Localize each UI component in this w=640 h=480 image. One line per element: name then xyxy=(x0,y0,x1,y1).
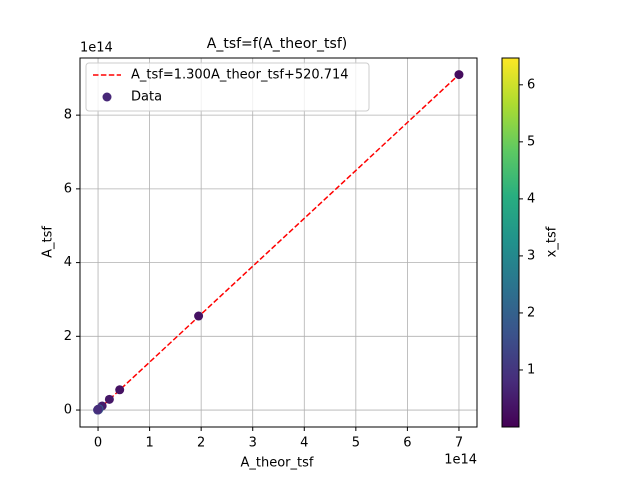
x-tick-label: 1 xyxy=(145,436,153,451)
y-tick-label: 8 xyxy=(64,108,72,123)
chart-title: A_tsf=f(A_theor_tsf) xyxy=(207,36,347,52)
data-point xyxy=(93,404,103,414)
legend-label: Data xyxy=(131,90,162,105)
legend-box xyxy=(85,62,370,112)
legend-marker xyxy=(102,92,112,102)
y-offset-label: 1e14 xyxy=(80,41,113,56)
colorbar-label: x_tsf xyxy=(545,226,560,257)
colorbar-tick-label: 1 xyxy=(527,362,535,377)
x-tick-label: 6 xyxy=(403,436,411,451)
colorbar xyxy=(501,57,520,428)
data-point xyxy=(115,385,125,395)
x-axis-label: A_theor_tsf xyxy=(241,456,314,471)
colorbar-tick-label: 4 xyxy=(527,191,535,206)
colorbar-tick-label: 2 xyxy=(527,305,535,320)
y-tick-label: 0 xyxy=(64,403,72,418)
x-tick-label: 7 xyxy=(455,436,463,451)
x-tick-label: 4 xyxy=(300,436,308,451)
data-point xyxy=(454,70,464,80)
x-tick-label: 5 xyxy=(352,436,360,451)
data-point xyxy=(194,311,204,321)
x-tick-label: 2 xyxy=(197,436,205,451)
fit-line xyxy=(97,74,460,411)
colorbar-tick-label: 3 xyxy=(527,248,535,263)
y-axis-label: A_tsf xyxy=(41,226,56,258)
x-tick-label: 3 xyxy=(249,436,257,451)
y-tick-label: 4 xyxy=(64,255,72,270)
legend-label: A_tsf=1.300A_theor_tsf+520.714 xyxy=(131,68,349,83)
y-tick-label: 2 xyxy=(64,329,72,344)
colorbar-tick-label: 5 xyxy=(527,134,535,149)
legend: A_tsf=1.300A_theor_tsf+520.714 Data xyxy=(85,62,370,112)
y-tick-label: 6 xyxy=(64,181,72,196)
colorbar-tick-label: 6 xyxy=(527,77,535,92)
plot-frame xyxy=(79,57,478,428)
x-tick-label: 0 xyxy=(94,436,102,451)
data-point xyxy=(104,394,114,404)
x-offset-label: 1e14 xyxy=(444,453,477,468)
